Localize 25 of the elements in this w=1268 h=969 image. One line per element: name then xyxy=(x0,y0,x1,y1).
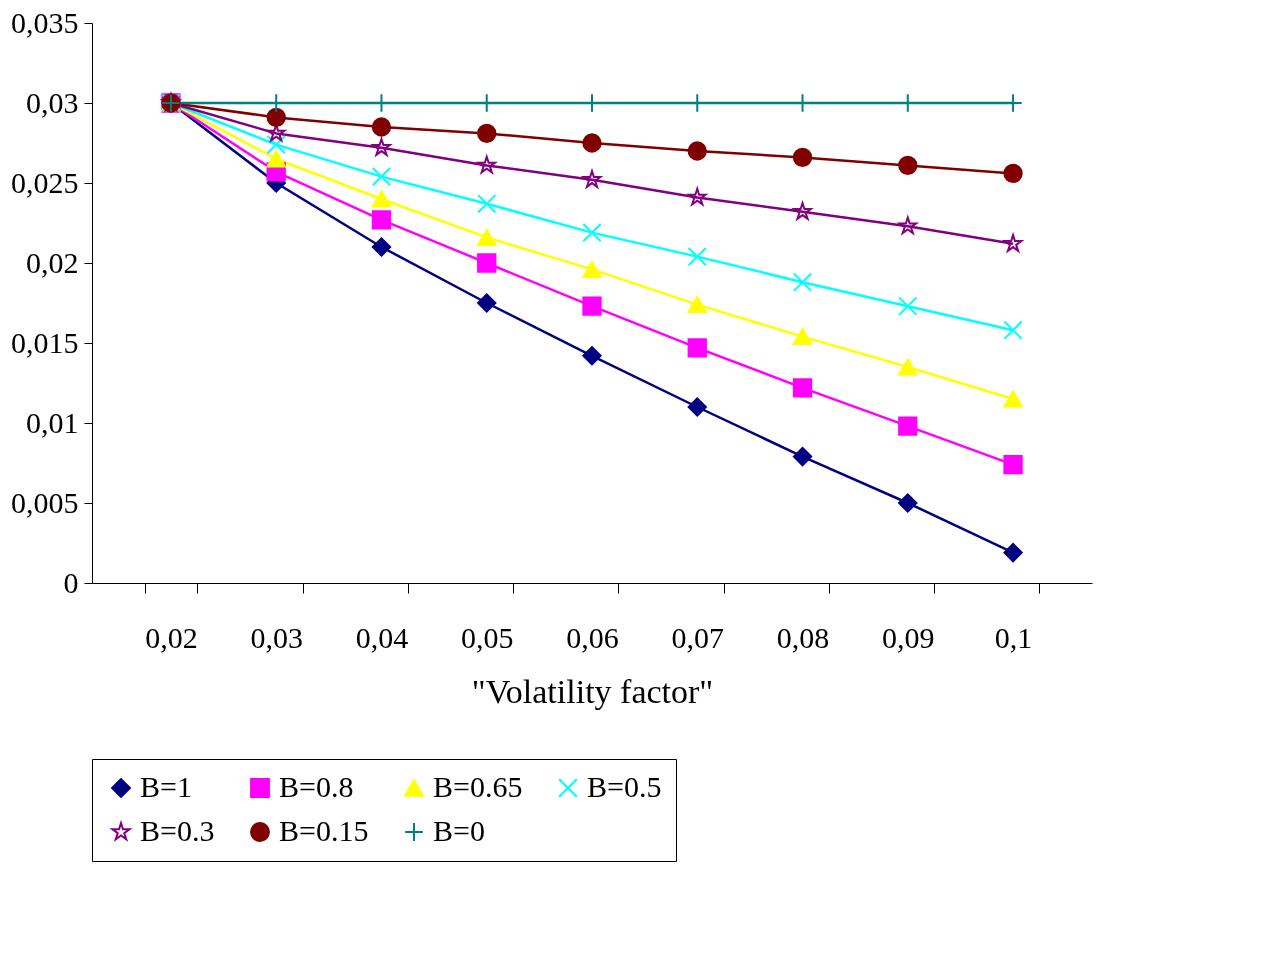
y-tick-label: 0,01 xyxy=(26,405,79,439)
legend-label: B=0.65 xyxy=(433,770,523,803)
legend-label: B=0.5 xyxy=(587,770,662,803)
x-tick-label: 0,02 xyxy=(145,620,198,654)
legend-label: B=0 xyxy=(433,814,485,847)
legend-label: B=0.15 xyxy=(279,814,369,847)
x-axis-title: "Volatility factor" xyxy=(471,672,714,710)
legend-label: B=0.8 xyxy=(279,770,354,803)
x-tick-label: 0,08 xyxy=(776,620,830,654)
y-tick-label: 0,02 xyxy=(26,245,79,279)
y-tick-label: 0,005 xyxy=(11,485,79,519)
x-tick-label: 0,05 xyxy=(460,620,514,654)
y-tick-label: 0,015 xyxy=(11,325,79,359)
legend-label: B=0.3 xyxy=(140,814,215,847)
y-tick-label: 0,035 xyxy=(11,5,79,39)
x-tick-label: 0,04 xyxy=(355,620,409,654)
x-tick-label: 0,07 xyxy=(671,620,725,654)
y-tick-label: 0 xyxy=(63,565,79,599)
y-tick-label: 0,03 xyxy=(26,85,79,119)
x-tick-label: 0,06 xyxy=(566,620,619,654)
y-tick-label: 0,025 xyxy=(11,165,79,199)
x-tick-label: 0,03 xyxy=(250,620,303,654)
x-tick-label: 0,1 xyxy=(994,620,1033,654)
legend-label: B=1 xyxy=(140,770,192,803)
x-tick-label: 0,09 xyxy=(882,620,935,654)
